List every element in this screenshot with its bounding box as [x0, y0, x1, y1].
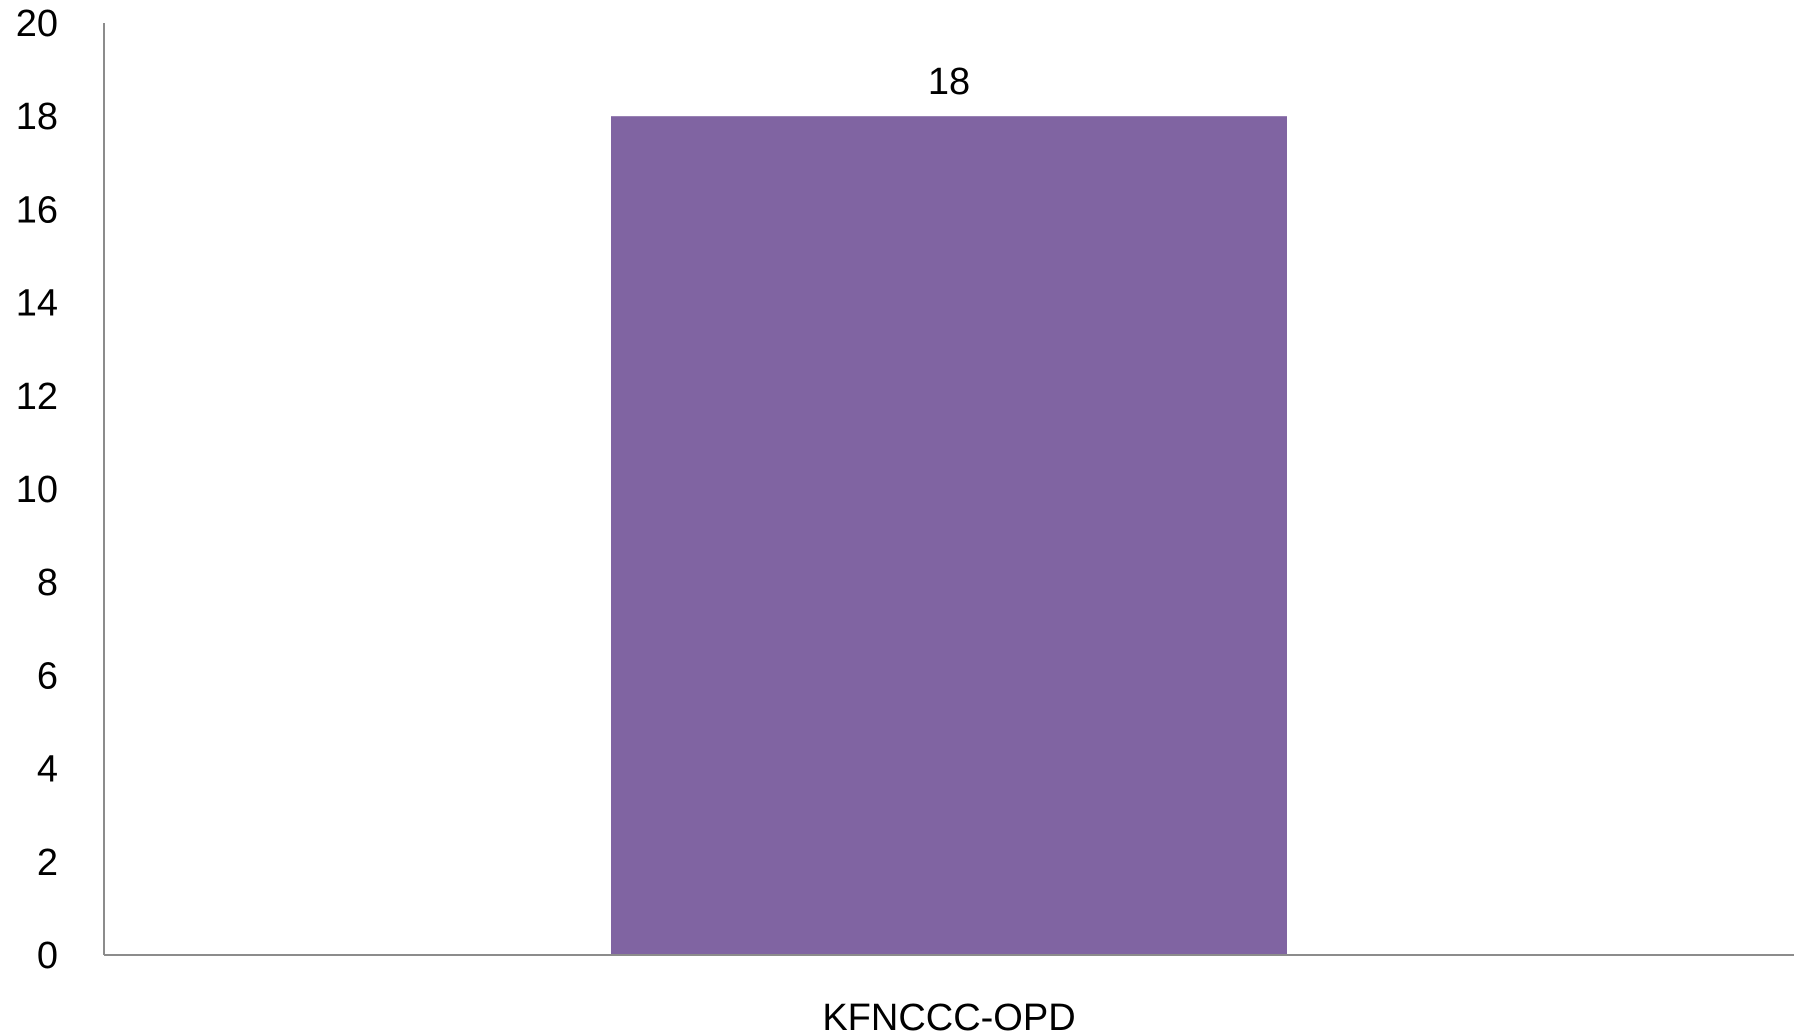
bar-data-label: 18: [928, 61, 970, 103]
y-tick-label: 8: [37, 562, 58, 604]
y-tick-label: 20: [16, 3, 58, 45]
y-axis-ticks: 0 2 4 6 8 10 12 14 16 18 20: [16, 3, 58, 977]
y-tick-label: 4: [37, 749, 58, 791]
bars: [611, 116, 1287, 955]
y-tick-label: 0: [37, 935, 58, 977]
bar: [611, 116, 1287, 955]
category-labels: KFNCCC-OPD: [822, 997, 1075, 1033]
y-tick-label: 10: [16, 469, 58, 511]
category-label: KFNCCC-OPD: [822, 997, 1075, 1033]
data-labels: 18: [928, 61, 970, 103]
y-tick-label: 6: [37, 655, 58, 697]
y-tick-label: 16: [16, 189, 58, 231]
y-tick-label: 18: [16, 96, 58, 138]
y-tick-label: 12: [16, 376, 58, 418]
y-tick-label: 14: [16, 283, 58, 325]
y-tick-label: 2: [37, 842, 58, 884]
